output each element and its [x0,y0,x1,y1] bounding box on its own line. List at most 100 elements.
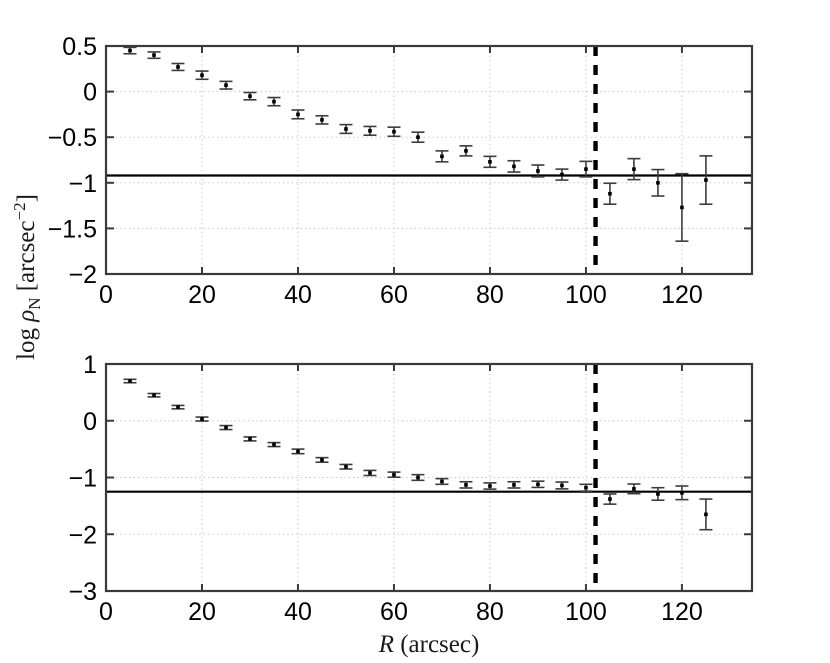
data-point [459,145,473,157]
x-tick-label: 40 [284,281,312,309]
data-marker [632,487,636,491]
data-point [267,96,281,107]
data-marker [656,181,660,185]
y-axis-label-unit-close: ] [13,194,40,202]
data-marker [608,191,612,196]
x-tick-label: 80 [476,598,504,626]
data-marker [200,73,204,77]
data-marker [128,379,132,383]
data-marker [392,472,396,477]
top-panel: 0.50−0.5−1−1.5−20 20 40 60 80 100 120 [48,33,754,309]
data-point [147,392,161,398]
data-marker [560,172,564,177]
data-marker [320,458,324,462]
y-tick-label: −2 [68,521,97,549]
data-marker [584,167,588,171]
data-series [123,46,713,242]
data-marker [584,485,588,490]
data-marker [248,437,252,441]
data-marker [176,405,180,409]
x-tick-label: 20 [188,598,216,626]
y-tick-label: 1 [83,351,97,379]
data-marker [344,464,348,469]
data-point [243,91,257,101]
data-point [195,416,209,422]
data-point [699,155,713,206]
data-point [387,471,401,479]
data-marker [176,65,180,69]
data-point [459,480,473,489]
data-marker [152,393,156,398]
data-marker [632,167,636,171]
data-point [315,456,329,463]
y-axis-label-rho-subscript: N [25,298,44,310]
x-tick-label: 60 [380,281,408,309]
x-tick-label: 0 [99,281,113,309]
data-marker [344,127,348,131]
data-point [603,493,617,505]
x-tick-label: 40 [284,598,312,626]
y-tick-label: 0.5 [62,33,97,61]
y-tick-label: 0 [83,79,97,107]
x-tick-label: 120 [661,281,703,309]
data-marker [704,512,708,517]
data-marker [416,475,420,480]
data-marker [224,83,228,88]
data-marker [392,129,396,134]
y-tick-label: −1.5 [48,215,97,243]
data-point [171,404,185,410]
y-axis-label-unit-open: [arcsec [13,221,40,292]
y-tick-label: −2 [68,261,97,289]
data-point [483,482,497,490]
data-marker [272,442,276,447]
data-point [315,114,329,125]
data-point [171,62,185,72]
data-point [651,486,665,502]
x-tick-label: 0 [99,598,113,626]
data-marker [440,479,444,484]
data-marker [464,483,468,487]
data-point [627,157,641,181]
data-point [579,160,593,178]
x-tick-label: 120 [661,598,703,626]
x-tick-label: 20 [188,281,216,309]
data-point [507,159,521,173]
data-point [243,436,257,442]
x-tick-label: 80 [476,281,504,309]
data-marker [536,482,540,487]
data-point [339,463,353,470]
y-tick-label: −0.5 [48,124,97,152]
data-point [267,441,281,448]
data-marker [536,169,540,173]
data-point [603,182,617,206]
data-point [123,46,137,55]
y-tick-label: −3 [68,578,97,606]
data-point [387,126,401,138]
data-point [291,109,305,120]
data-marker [680,205,684,210]
x-tick-label: 100 [565,598,607,626]
y-axis-label-unit-exponent: −2 [10,202,29,220]
data-point [411,131,425,144]
y-tick-label: 0 [83,408,97,436]
bottom-panel: 10−1−2−30 20 40 60 80 100 120 [68,351,754,626]
data-marker [152,53,156,57]
data-marker [464,149,468,153]
data-marker [296,112,300,117]
data-point [531,164,545,178]
data-marker [560,483,564,488]
plot-frame [104,44,754,276]
data-marker [440,154,444,159]
data-point [363,469,377,477]
data-marker [368,471,372,475]
y-axis-label: log ρN [arcsec−2] [10,194,44,360]
y-axis-label-log: log [13,328,40,360]
data-point [651,168,665,197]
data-point [699,498,713,531]
data-point [147,51,161,60]
data-point [675,485,689,501]
data-marker [680,491,684,495]
x-tick-label: 60 [380,598,408,626]
data-marker [128,48,132,53]
